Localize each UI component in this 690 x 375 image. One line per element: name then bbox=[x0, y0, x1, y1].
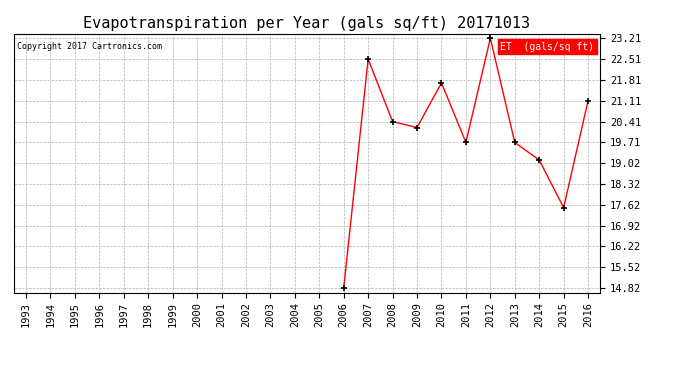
Text: ET  (gals/sq ft): ET (gals/sq ft) bbox=[500, 42, 594, 51]
Text: Copyright 2017 Cartronics.com: Copyright 2017 Cartronics.com bbox=[17, 42, 161, 51]
Title: Evapotranspiration per Year (gals sq/ft) 20171013: Evapotranspiration per Year (gals sq/ft)… bbox=[83, 16, 531, 31]
